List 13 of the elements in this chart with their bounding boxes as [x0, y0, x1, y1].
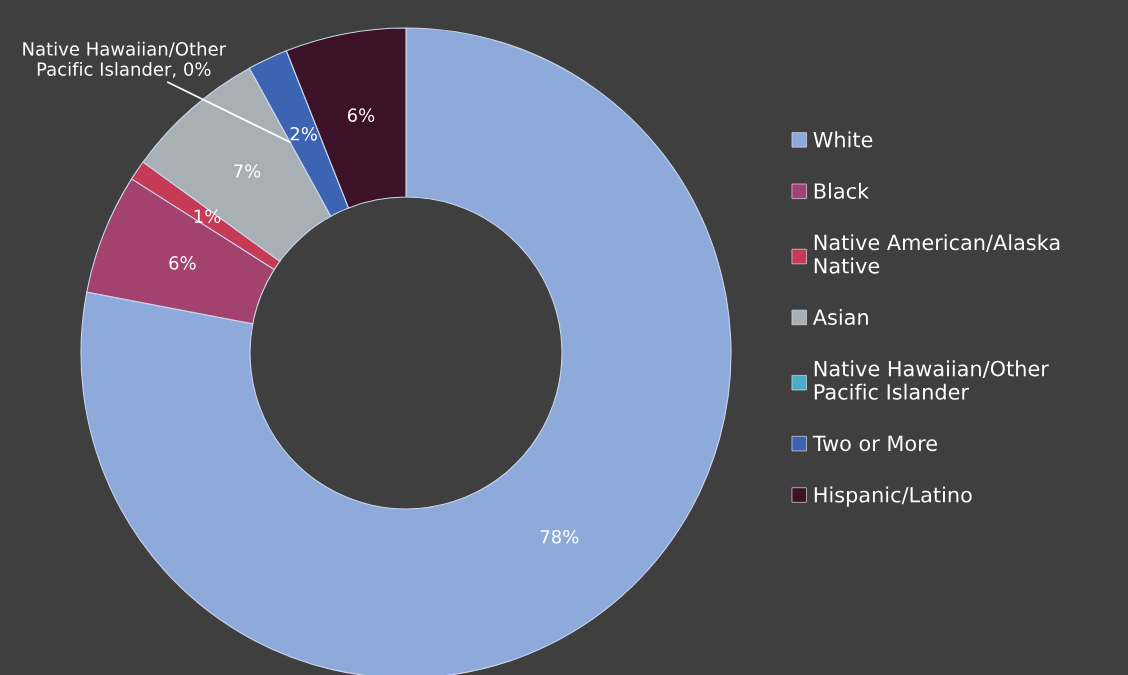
- data-label: 2%: [290, 126, 317, 141]
- legend-label: Native American/Alaska Native: [814, 234, 1060, 274]
- data-label: 78%: [540, 529, 579, 544]
- legend-label: Asian: [812, 308, 868, 326]
- data-label: 7%: [234, 164, 261, 178]
- legend-label: White: [813, 131, 873, 148]
- legend-label: Hispanic/Latino: [814, 486, 972, 507]
- text: Native Hawaiian/Other Pacific Islander, 0%: [23, 41, 227, 78]
- legend-label: Black: [814, 182, 870, 199]
- data-label: 6%: [169, 256, 196, 270]
- legend-label: Native Hawaiian/Other Pacific Islander: [814, 360, 1049, 400]
- data-label: 6%: [347, 108, 375, 122]
- legend-label: Two or More: [812, 435, 937, 452]
